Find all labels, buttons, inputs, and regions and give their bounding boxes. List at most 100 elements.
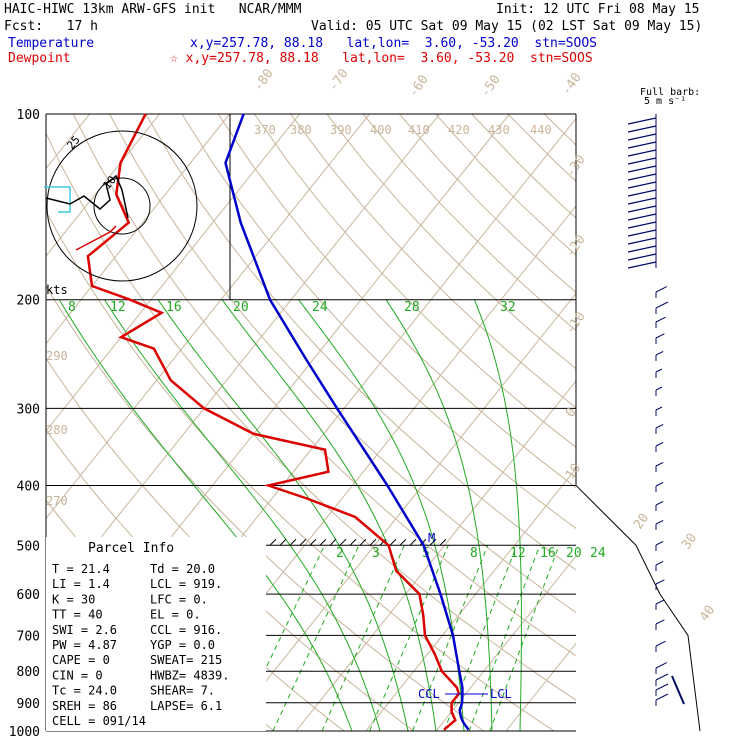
isotherm-line — [46, 114, 370, 520]
valid-time: Valid: 05 UTC Sat 09 May 15 (02 LST Sat … — [311, 19, 703, 34]
dry-adiabat — [181, 114, 576, 530]
isotherm-line — [46, 114, 300, 432]
isotherm-label: -70 — [326, 66, 352, 94]
dry-adiabat — [471, 114, 576, 219]
wind-barb — [627, 221, 657, 229]
forecast-hour: Fcst: 17 h — [4, 19, 98, 34]
parcel-row-left: T = 21.4 — [52, 562, 110, 576]
hatch-mark — [439, 538, 447, 546]
isotherm-line — [646, 114, 740, 731]
parcel-row-left: K = 30 — [52, 592, 95, 606]
hodograph-red-segment — [75, 225, 117, 251]
wind-barb — [627, 245, 657, 253]
wind-barb — [655, 693, 669, 701]
hodograph-black-segment — [45, 174, 129, 219]
dry-adiabat — [290, 114, 576, 409]
wind-barb — [627, 197, 657, 205]
parcel-row-left: Tc = 24.0 — [52, 684, 117, 698]
hatch-mark — [329, 538, 337, 546]
wind-barb — [627, 189, 657, 197]
hodograph-ring-outer — [46, 130, 198, 282]
theta-label: 430 — [488, 123, 510, 137]
parcel-box — [46, 537, 266, 731]
hatch-mark — [319, 538, 327, 546]
parcel-row-right: SWEAT= 215 — [150, 653, 222, 667]
wind-barb — [627, 229, 657, 237]
isotherm-line — [575, 730, 576, 731]
wind-barb — [655, 673, 669, 681]
theta-label: 370 — [254, 123, 276, 137]
isotherm-label: -60 — [406, 72, 432, 100]
hatch-mark — [309, 538, 317, 546]
wind-barb — [627, 165, 657, 173]
wind-barb — [655, 350, 664, 356]
hatch-mark — [269, 538, 277, 546]
wind-barb — [655, 301, 669, 309]
parcel-title: Parcel Info — [88, 541, 174, 556]
moist-adiabat-label: 32 — [500, 300, 516, 315]
wind-barb — [655, 662, 668, 669]
barb-legend-title: Full barb: — [640, 87, 700, 98]
wind-barb — [655, 333, 665, 339]
hodograph-ring-inner — [93, 177, 151, 235]
moist-adiabat-label: 16 — [166, 300, 182, 315]
isotherm-line — [505, 642, 576, 731]
wind-barb — [655, 481, 664, 487]
wind-barb — [627, 205, 657, 213]
hatch-mark — [429, 538, 437, 546]
wind-barb — [627, 181, 657, 189]
isotherm-label: -80 — [251, 66, 277, 94]
series-line-dewpoint — [86, 113, 461, 731]
moist-adiabat-label: 3 — [372, 546, 380, 561]
isotherm-label: 40 — [697, 603, 718, 624]
isotherm-label: 10 — [563, 461, 584, 482]
moist-adiabat-label: 24 — [312, 300, 328, 315]
moist-adiabat-label: 8 — [68, 300, 76, 315]
moist-adiabat-label: 2 — [336, 546, 344, 561]
mixing-ratio-line — [235, 545, 326, 731]
theta-label: 280 — [46, 423, 68, 437]
theta-label: 290 — [46, 349, 68, 363]
parcel-row-right: EL = 0. — [150, 608, 201, 622]
hatch-mark — [339, 538, 347, 546]
pressure-tick-label: 700 — [17, 629, 40, 644]
dry-adiabat — [145, 114, 576, 571]
dry-adiabat — [46, 284, 485, 731]
wind-barb-cluster — [671, 675, 685, 705]
mixing-ratio-line — [412, 545, 489, 731]
theta-label: 440 — [530, 123, 552, 137]
wind-barb — [655, 286, 668, 293]
hodograph-units: kts — [46, 283, 68, 297]
parcel-row-right: SHEAR= 7. — [150, 684, 215, 698]
m-marker: M — [428, 531, 435, 545]
mixing-ratio-line — [468, 545, 541, 731]
theta-label: 390 — [330, 123, 352, 137]
wind-barb — [655, 599, 665, 605]
theta-label: 410 — [408, 123, 430, 137]
temperature-label: Temperature — [8, 36, 95, 51]
isotherm-label: -50 — [478, 72, 504, 100]
isotherm-line — [365, 467, 576, 731]
mixing-ratio-line — [443, 545, 518, 731]
mixing-ratio-line — [489, 545, 560, 731]
pressure-tick-label: 500 — [17, 539, 40, 554]
wind-barb — [627, 149, 657, 157]
wind-barb — [655, 441, 664, 447]
hatch-mark — [369, 538, 377, 546]
wind-barb — [655, 560, 664, 566]
wind-barb — [655, 461, 664, 467]
wind-barb — [627, 213, 657, 221]
isotherm-label: -30 — [563, 152, 589, 180]
parcel-row-left: PW = 4.87 — [52, 638, 117, 652]
dry-adiabat — [46, 131, 576, 701]
moist-adiabat-label: 8 — [470, 546, 478, 561]
moist-adiabat-label: 24 — [590, 546, 606, 561]
parcel-row-right: LFC = 0. — [150, 592, 208, 606]
parcel-row-left: SWI = 2.6 — [52, 623, 117, 637]
hatch-mark — [379, 538, 387, 546]
mixing-ratio-line — [369, 545, 449, 731]
wind-barb — [655, 579, 665, 585]
theta-label: 270 — [46, 494, 68, 508]
moist-adiabat-label: 12 — [110, 300, 126, 315]
ccl-marker: CCL — [418, 687, 440, 701]
